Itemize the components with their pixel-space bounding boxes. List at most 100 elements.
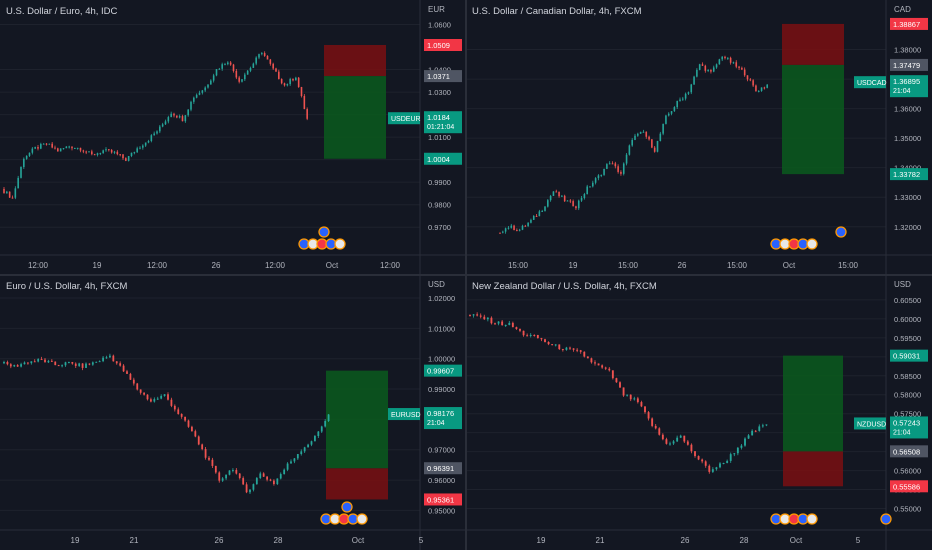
candle <box>615 378 618 383</box>
price-label-gray: 0.96391 <box>427 464 454 473</box>
candle <box>290 461 292 464</box>
candle <box>177 409 180 414</box>
price-label-red: 0.95361 <box>427 495 454 504</box>
candle <box>558 191 560 197</box>
economic-event-flag-icon <box>356 513 368 525</box>
candle <box>48 143 51 145</box>
candle <box>547 341 550 345</box>
candle <box>252 484 255 490</box>
candle <box>40 144 42 149</box>
candle <box>31 148 34 153</box>
candle <box>579 350 582 352</box>
candle <box>697 456 700 460</box>
candle <box>261 53 263 55</box>
candle <box>235 70 238 78</box>
candle <box>59 148 62 152</box>
chart-pane-eurusd[interactable]: USD1.020001.010001.000000.990000.980000.… <box>0 275 466 550</box>
candle <box>327 414 330 421</box>
risk-zone <box>324 45 386 77</box>
candle <box>136 383 139 390</box>
candle <box>71 361 74 364</box>
chart-title: Euro / U.S. Dollar, 4h, FXCM <box>6 281 128 292</box>
candle <box>244 74 246 80</box>
candle <box>639 131 642 134</box>
price-tick-label: 1.00000 <box>428 355 455 364</box>
candle <box>555 191 558 193</box>
candle <box>280 78 283 84</box>
candle <box>50 360 53 362</box>
axis-currency-label: CAD <box>894 5 911 14</box>
price-label-green: 1.0004 <box>427 155 450 164</box>
candle <box>540 338 543 340</box>
pane-divider-horizontal[interactable] <box>0 274 932 276</box>
time-tick-label: 26 <box>212 261 221 270</box>
candle <box>659 133 662 141</box>
symbol-tag: USDCAD <box>857 80 887 87</box>
price-tick-label: 0.59500 <box>894 334 921 343</box>
candle <box>132 379 135 384</box>
candle <box>625 154 628 164</box>
candle <box>711 469 714 472</box>
candle <box>617 166 619 172</box>
candle <box>42 143 45 145</box>
candle <box>490 317 493 324</box>
chart-pane-usdcad[interactable]: CAD1.380001.370001.360001.350001.340001.… <box>466 0 932 275</box>
candle <box>727 57 729 59</box>
candle <box>746 75 749 80</box>
candle <box>583 351 586 357</box>
candle <box>741 67 743 70</box>
price-label-red: 0.55586 <box>893 482 920 491</box>
candle <box>160 395 163 399</box>
candle <box>221 64 223 69</box>
price-tick-label: 0.96000 <box>428 476 455 485</box>
price-tick-label: 1.35000 <box>894 134 921 143</box>
economic-event-flag-icon <box>880 513 892 525</box>
price-label-bg <box>424 364 462 377</box>
chart-pane-nzdusd[interactable]: USD0.605000.600000.595000.590000.585000.… <box>466 275 932 550</box>
candle <box>187 109 189 116</box>
risk-zone <box>782 23 844 65</box>
chart-svg[interactable]: USD1.020001.010001.000000.990000.980000.… <box>0 275 466 550</box>
candle <box>561 195 563 197</box>
candle <box>715 467 718 470</box>
candle <box>726 460 729 464</box>
candle <box>752 80 754 86</box>
candle <box>150 135 153 142</box>
candle <box>760 87 763 91</box>
time-tick-label: 12:00 <box>147 261 168 270</box>
candle <box>754 430 757 432</box>
candle <box>710 70 712 72</box>
candle <box>78 363 81 366</box>
chart-title: New Zealand Dollar / U.S. Dollar, 4h, FX… <box>472 281 657 292</box>
chart-svg[interactable]: CAD1.380001.370001.360001.350001.340001.… <box>466 0 932 275</box>
candle <box>604 367 607 369</box>
candle <box>497 321 500 324</box>
time-tick-label: 15:00 <box>508 261 529 270</box>
time-tick-label: Oct <box>352 536 365 545</box>
candle <box>115 361 118 364</box>
candle <box>576 349 579 351</box>
chart-svg[interactable]: USD0.605000.600000.595000.590000.585000.… <box>466 275 932 550</box>
candle <box>535 215 538 217</box>
price-tick-label: 1.02000 <box>428 294 455 303</box>
time-tick-label: Oct <box>326 261 339 270</box>
candle <box>98 361 101 363</box>
candle <box>561 349 564 351</box>
candle <box>232 64 235 71</box>
candle <box>266 55 269 60</box>
time-tick-label: 19 <box>71 536 80 545</box>
candle <box>620 171 622 174</box>
candle <box>300 87 303 97</box>
price-tick-label: 0.57500 <box>894 410 921 419</box>
chart-svg[interactable]: EUR1.06001.04001.03001.02001.01001.00000… <box>0 0 466 275</box>
chart-pane-usdeur[interactable]: EUR1.06001.04001.03001.02001.01001.00000… <box>0 0 466 275</box>
candle <box>164 121 167 125</box>
price-label-gray: 1.0371 <box>427 72 450 81</box>
candle <box>249 489 251 493</box>
reward-zone <box>782 64 844 175</box>
price-tick-label: 0.60000 <box>894 315 921 324</box>
candle <box>736 447 739 454</box>
candle <box>57 148 59 152</box>
candle <box>25 155 28 159</box>
candle <box>102 150 104 154</box>
